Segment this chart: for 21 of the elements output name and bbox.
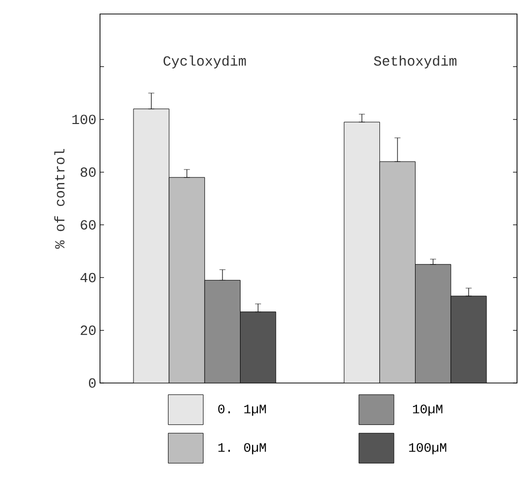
y-tick-label: 60 [80,220,96,230]
bar [415,264,452,383]
y-tick-label: 0 [88,378,96,388]
y-axis-title: % of control [54,149,65,249]
bar [379,161,416,383]
legend-label: 1. 0µM [218,443,266,454]
bar [344,122,380,383]
x-tick-label: Sethoxydim [374,55,456,68]
legend-label: 100µM [409,443,446,454]
bar [133,108,170,383]
bar [450,296,487,383]
y-tick-label: 100 [72,114,96,124]
legend-label: 0. 1µM [218,404,266,416]
legend-label: 10µM [412,404,442,416]
y-tick-label: 20 [80,326,96,336]
x-tick-label: Cycloxydim [164,55,246,68]
bar [240,312,276,383]
bar [168,177,205,383]
y-tick-label: 40 [80,272,96,282]
y-tick-label: 80 [80,167,96,177]
bar [204,280,241,383]
